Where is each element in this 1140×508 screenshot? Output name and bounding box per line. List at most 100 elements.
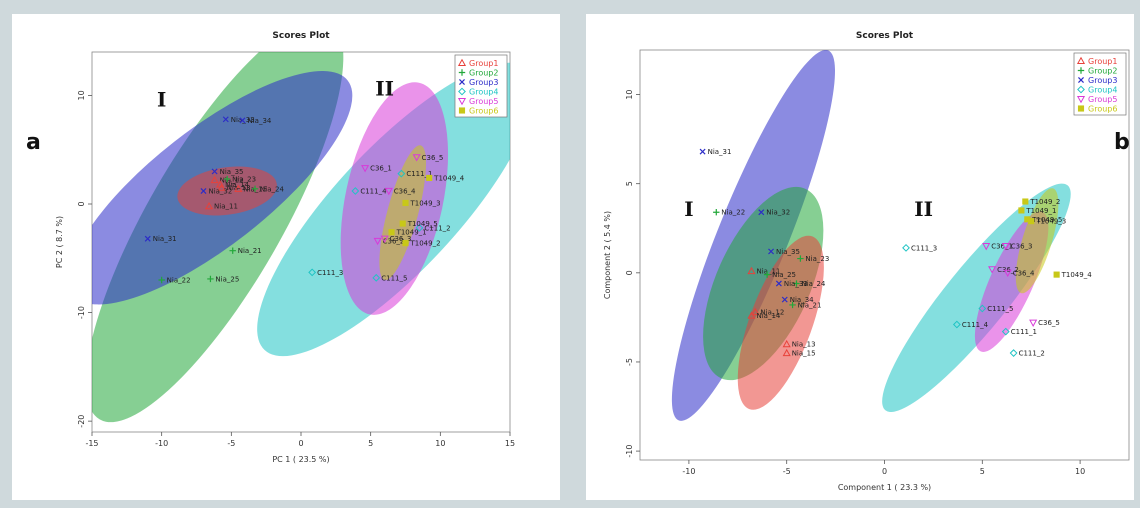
- chart0-point-label: C111_3: [317, 269, 343, 277]
- chart0-confidence-ellipse-group1: [177, 166, 277, 216]
- chart0-point-label: C36_4: [394, 187, 416, 195]
- panel-letter-b: b: [1114, 130, 1130, 155]
- chart1-point-marker-nia-34: [781, 296, 788, 303]
- chart0-legend-marker-group6: [458, 107, 466, 114]
- chart1-point-label: Nia_25: [772, 271, 796, 279]
- chart1-point-label: Nia_13: [792, 341, 816, 349]
- chart1-legend-marker-group2: [1077, 67, 1085, 74]
- chart0-confidence-ellipse-group6: [379, 145, 427, 281]
- chart0-point-marker-t1049-5: [399, 220, 406, 227]
- chart1-point-marker-nia-14: [747, 311, 756, 319]
- chart1-point-label: Nia_22: [721, 209, 745, 217]
- chart0-point-marker-nia-24: [251, 185, 259, 192]
- chart1-point-marker-nia-25: [763, 271, 771, 278]
- chart0-cluster-annotation: II: [375, 76, 394, 100]
- chart1-point-label: Nia_23: [805, 255, 829, 263]
- chart0-point-marker-c36-2: [373, 237, 382, 246]
- chart0-point-marker-t1049-2: [402, 240, 409, 247]
- chart0-point-label: Nia_34: [247, 117, 271, 125]
- scores-plot-right-svg: Scores Plot -10 -5 0 5 10 -10 -5 0 5 10 Component 1…: [603, 31, 1130, 492]
- chart0-x-tick-label: -5: [227, 439, 235, 448]
- chart0-point-marker-c111-2: [415, 223, 424, 232]
- chart1-point-marker-t1049-2: [1022, 198, 1029, 205]
- chart1-legend-marker-group1: [1076, 56, 1086, 65]
- chart0-point-marker-c111-1: [397, 169, 406, 178]
- chart0-point-marker-t1049-4: [426, 174, 433, 182]
- chart1-point-label: C36_5: [1038, 319, 1060, 327]
- chart0-point-marker-c111-3: [308, 268, 317, 277]
- chart1-legend-label-group6: Group6: [1088, 105, 1117, 114]
- chart1-confidence-ellipse-group1: [737, 235, 824, 410]
- chart1-point-label: Nia_34: [790, 296, 814, 304]
- chart0-point-label: Nia_22: [167, 277, 191, 285]
- chart0-point-label: T1049_1: [396, 229, 427, 237]
- chart1-point-label: T1049_5: [1031, 216, 1062, 224]
- chart0-point-label: C36_1: [370, 165, 392, 173]
- chart0-chart-title: Scores Plot: [272, 31, 330, 41]
- chart0-point-marker-c36-1: [361, 165, 370, 173]
- chart0-x-tick-label: -15: [85, 439, 98, 448]
- chart0-point-marker-nia-23: [223, 175, 231, 183]
- chart1-point-marker-nia-33: [775, 280, 782, 287]
- chart0-point-marker-c36-5: [412, 154, 421, 162]
- chart0-legend-label-group2: Group2: [469, 69, 498, 78]
- chart1-y-axis-label: Component 2 ( 5.4 %): [603, 211, 612, 299]
- chart1-chart-title: Scores Plot: [856, 31, 914, 41]
- chart0-point-label: C36_3: [390, 235, 412, 243]
- chart0-point-label: Nia_25: [215, 275, 239, 283]
- chart1-y-tick-label: -5: [625, 358, 634, 366]
- chart1-legend-label-group1: Group1: [1088, 57, 1117, 66]
- chart1-point-marker-c36-1: [982, 243, 991, 251]
- chart0-legend-label-group5: Group5: [469, 97, 498, 106]
- chart0-point-label: Nia_24: [260, 185, 284, 193]
- chart0-point-marker-nia-14: [216, 180, 225, 188]
- chart0-point-marker-nia-31: [144, 235, 151, 242]
- chart0-point-marker-nia-11: [204, 201, 214, 210]
- chart1-legend-marker-group6: [1077, 105, 1085, 112]
- chart1-point-marker-t1049-1: [1018, 207, 1025, 214]
- chart0-point-label: T1049_3: [410, 199, 441, 207]
- chart0-point-label: T1049_4: [433, 174, 465, 182]
- chart0-point-label: Nia_21: [238, 247, 262, 255]
- chart0-point-label: T1049_5: [407, 220, 438, 228]
- chart1-legend-label-group3: Group3: [1088, 76, 1117, 85]
- chart0-point-label: C111_1: [406, 170, 432, 178]
- chart0-point-marker-nia-12: [210, 175, 219, 184]
- chart0-point-label: C36_2: [383, 237, 405, 245]
- chart0-legend-label-group1: Group1: [469, 59, 498, 68]
- chart0-legend-label-group6: Group6: [469, 107, 498, 116]
- chart1-point-label: T1049_4: [1061, 271, 1093, 279]
- chart0-x-axis-label: PC 1 ( 23.5 %): [272, 455, 329, 464]
- scores-plot-right-panel: Scores Plot -10 -5 0 5 10 -10 -5 0 5 10 Component 1…: [586, 14, 1134, 500]
- chart1-x-axis-label: Component 1 ( 23.3 %): [838, 483, 931, 492]
- chart0-point-label: C111_5: [381, 274, 407, 282]
- chart0-point-marker-c111-4: [351, 187, 360, 195]
- chart0-point-label: Nia_32: [208, 187, 232, 195]
- chart1-y-tick-label: 5: [625, 181, 634, 186]
- chart0-point-marker-nia-33: [222, 116, 229, 123]
- chart0-x-tick-label: -10: [155, 439, 168, 448]
- chart0-point-label: Nia_31: [153, 235, 177, 243]
- chart1-confidence-ellipse-group6: [1015, 188, 1059, 294]
- chart1-point-label: Nia_35: [776, 248, 800, 256]
- chart1-point-label: C36_4: [1013, 269, 1035, 277]
- chart1-legend-label-group2: Group2: [1088, 67, 1117, 76]
- chart1-point-marker-nia-22: [713, 209, 720, 216]
- chart0-x-tick-label: 5: [368, 439, 373, 448]
- chart1-point-marker-t1049-4: [1053, 271, 1060, 278]
- chart1-point-marker-c111-3: [902, 243, 910, 252]
- scores-plot-left-svg: Scores Plot -15 -10 -5 0 5 10 15 -20 -10 0 10 PC 1 (…: [55, 31, 515, 464]
- chart1-point-marker-nia-11: [747, 266, 756, 275]
- chart1-legend-label-group4: Group4: [1088, 86, 1117, 95]
- chart1-point-marker-nia-24: [793, 280, 800, 287]
- chart0-point-label: Nia_23: [232, 176, 256, 184]
- chart0-point-marker-nia-35: [211, 168, 218, 175]
- chart0-point-marker-nia-22: [158, 276, 165, 284]
- chart1-point-marker-nia-31: [699, 148, 706, 155]
- chart1-cluster-annotation: I: [684, 197, 693, 221]
- chart0-point-label: Nia_11: [214, 203, 238, 211]
- chart1-point-label: Nia_31: [708, 148, 732, 156]
- chart1-legend-marker-group3: [1078, 77, 1084, 83]
- chart1-point-label: T1049_2: [1029, 198, 1060, 206]
- chart0-point-label: T1049_2: [410, 240, 441, 248]
